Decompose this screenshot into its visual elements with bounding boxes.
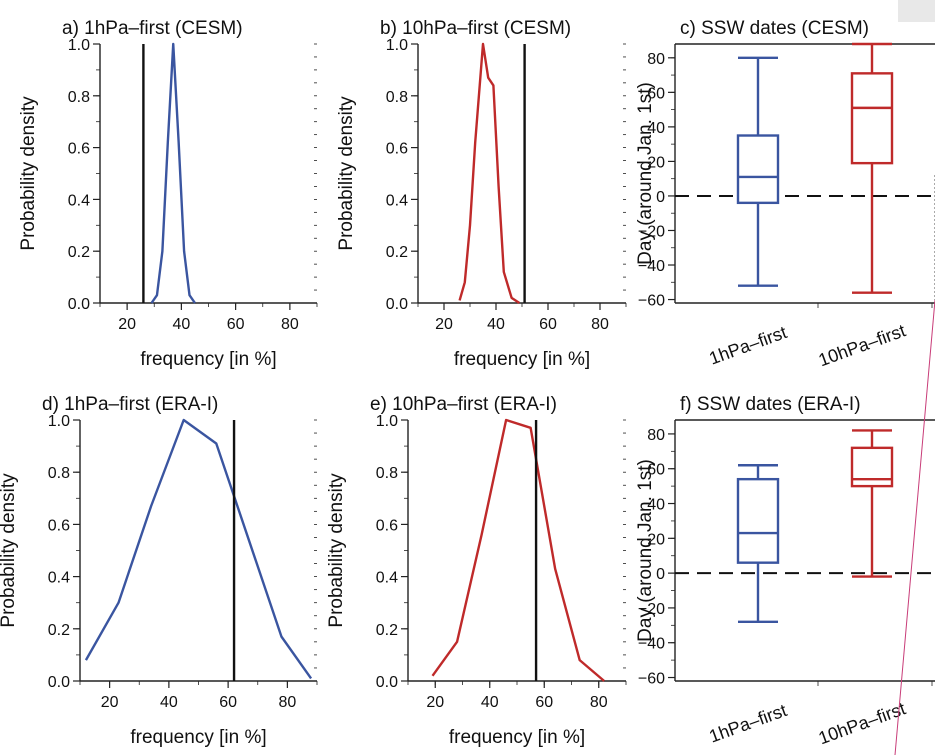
panel-c: c) SSW dates (CESM) −60 −40 −20 0 20 40 60 80 Day…	[635, 18, 935, 370]
category-label: 10hPa–first	[816, 320, 908, 370]
panel-title: c) SSW dates (CESM)	[680, 18, 869, 39]
category-label: 1hPa–first	[706, 322, 789, 369]
y-tick-label: 0.8	[376, 465, 398, 482]
y-tick-label: 0.8	[48, 465, 70, 482]
y-tick-label: 0	[656, 566, 665, 583]
panel-f: f) SSW dates (ERA-I) −60 −40 −20 0 20 40 60 80 Da…	[635, 394, 935, 748]
x-tick-label: 80	[591, 316, 609, 333]
iqr-box	[736, 477, 780, 564]
density-line	[150, 42, 196, 304]
box-2	[850, 429, 894, 578]
y-tick-label: 0.8	[386, 89, 408, 106]
y-tick-label: 1.0	[376, 413, 398, 430]
x-tick-label: 20	[101, 694, 119, 711]
y-tick-label: 40	[647, 120, 665, 137]
y-tick-label: 0.2	[48, 622, 70, 639]
y-tick-label: 0.0	[376, 674, 398, 691]
x-tick-label: 20	[435, 316, 453, 333]
y-tick-label: 0	[656, 189, 665, 206]
y-axis-label: Probability density	[336, 96, 357, 251]
y-axis-label: Probability density	[326, 473, 347, 628]
iqr-box	[736, 134, 780, 205]
x-tick-label: 60	[219, 694, 237, 711]
y-tick-label: 0.4	[68, 192, 90, 209]
pink-artifact-line	[894, 299, 935, 755]
panel-title: d) 1hPa–first (ERA-I)	[42, 394, 218, 415]
iqr-box	[850, 446, 894, 488]
y-tick-label: 20	[647, 531, 665, 548]
panel-title: a) 1hPa–first (CESM)	[62, 18, 243, 39]
x-tick-label: 40	[481, 694, 499, 711]
panel-title: f) SSW dates (ERA-I)	[680, 394, 861, 415]
y-tick-label: 0.6	[48, 517, 70, 534]
x-tick-label: 80	[281, 316, 299, 333]
y-tick-label: −20	[638, 601, 665, 618]
iqr-box	[850, 72, 894, 165]
x-tick-label: 60	[535, 694, 553, 711]
x-axis-label: frequency [in %]	[140, 349, 276, 370]
x-tick-label: 60	[227, 316, 245, 333]
x-tick-label: 60	[539, 316, 557, 333]
panel-d: d) 1hPa–first (ERA-I) 0.0 0.2 0.4 0.6 0.8 1.0 2…	[0, 394, 318, 748]
x-axis-label: frequency [in %]	[130, 727, 266, 748]
y-tick-label: 1.0	[386, 37, 408, 54]
y-tick-label: −60	[638, 671, 665, 688]
y-tick-label: 80	[647, 51, 665, 68]
x-tick-label: 80	[590, 694, 608, 711]
x-tick-label: 20	[118, 316, 136, 333]
x-tick-label: 40	[160, 694, 178, 711]
x-axis-label: frequency [in %]	[454, 349, 590, 370]
y-tick-label: 0.6	[68, 141, 90, 158]
y-tick-label: 20	[647, 154, 665, 171]
y-tick-label: 0.0	[68, 296, 90, 313]
density-line	[458, 42, 521, 304]
category-label: 1hPa–first	[706, 700, 789, 747]
x-tick-label: 80	[278, 694, 296, 711]
x-tick-label: 20	[426, 694, 444, 711]
y-tick-label: −40	[638, 636, 665, 653]
y-tick-label: 0.6	[376, 517, 398, 534]
y-tick-label: 0.2	[68, 244, 90, 261]
y-tick-label: −60	[638, 293, 665, 310]
box-1	[736, 56, 780, 287]
y-tick-label: 0.4	[386, 192, 408, 209]
y-tick-label: 0.6	[386, 141, 408, 158]
density-line	[431, 418, 605, 682]
y-tick-label: 0.4	[48, 570, 70, 587]
y-tick-label: 60	[647, 462, 665, 479]
y-tick-label: 0.4	[376, 570, 398, 587]
y-axis-label: Probability density	[0, 473, 19, 628]
y-tick-label: 60	[647, 85, 665, 102]
panel-title: e) 10hPa–first (ERA-I)	[370, 394, 557, 415]
panel-title: b) 10hPa–first (CESM)	[380, 18, 571, 39]
y-tick-label: 0.2	[376, 622, 398, 639]
panel-e: e) 10hPa–first (ERA-I) 0.0 0.2 0.4 0.6 0.8 1.0…	[326, 394, 627, 748]
y-tick-label: 80	[647, 427, 665, 444]
x-axis-label: frequency [in %]	[449, 727, 585, 748]
y-tick-label: 0.0	[48, 674, 70, 691]
corner-overlay	[898, 0, 935, 22]
y-axis-label: Day (around Jan. 1st)	[635, 82, 656, 265]
x-tick-label: 40	[172, 316, 190, 333]
density-line	[84, 418, 313, 680]
y-axis-label: Day (around Jan. 1st)	[635, 459, 656, 642]
y-axis-label: Probability density	[18, 96, 39, 251]
y-tick-label: 1.0	[48, 413, 70, 430]
box-2	[850, 42, 894, 294]
y-tick-label: −20	[638, 223, 665, 240]
x-tick-label: 40	[487, 316, 505, 333]
y-tick-label: −40	[638, 258, 665, 275]
y-tick-label: 0.0	[386, 296, 408, 313]
y-tick-label: 1.0	[68, 37, 90, 54]
category-label: 10hPa–first	[816, 698, 908, 748]
y-tick-label: 40	[647, 497, 665, 514]
box-1	[736, 464, 780, 624]
panel-b: b) 10hPa–first (CESM) 0.0 0.2 0.4 0.6 0.8 1.0 2…	[336, 18, 627, 370]
y-tick-label: 0.2	[386, 244, 408, 261]
y-tick-label: 0.8	[68, 89, 90, 106]
panel-a: a) 1hPa–first (CESM) 0.0 0.2 0.4 0.6 0.8 1.0 20…	[18, 18, 318, 370]
